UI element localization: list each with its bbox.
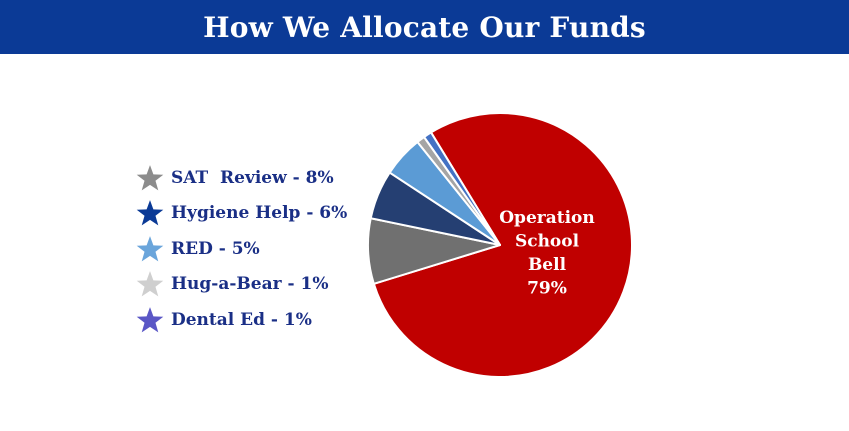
- legend: SAT Review - 8% Hygiene Help - 6% RED - …: [136, 160, 347, 338]
- legend-label: Hug-a-Bear - 1%: [171, 274, 329, 295]
- star-icon: [136, 164, 164, 191]
- legend-item: Dental Ed - 1%: [136, 302, 347, 338]
- slice-label-operation-school-bell: Operation School Bell 79%: [499, 208, 595, 299]
- legend-label: SAT Review - 8%: [171, 167, 334, 188]
- legend-label: Dental Ed - 1%: [171, 309, 312, 330]
- title-bar: How We Allocate Our Funds: [0, 0, 849, 54]
- pie-slice-operation-school-bell: [372, 112, 633, 378]
- star-shape: [136, 164, 164, 191]
- legend-label: RED - 5%: [171, 238, 260, 259]
- star-shape: [136, 306, 164, 333]
- star-shape: [136, 271, 164, 297]
- legend-item: SAT Review - 8%: [136, 160, 347, 196]
- legend-item: RED - 5%: [136, 231, 347, 267]
- slice-label-line: 79%: [527, 279, 567, 299]
- legend-item: Hug-a-Bear - 1%: [136, 267, 347, 303]
- star-shape: [136, 235, 164, 262]
- star-icon: [136, 271, 164, 297]
- star-shape: [136, 200, 164, 226]
- slice-label-line: Bell: [528, 255, 567, 275]
- star-icon: [136, 306, 164, 333]
- pie-slice-dental-ed: [423, 131, 501, 246]
- pie-chart: Operation School Bell 79%: [367, 112, 633, 378]
- star-icon: [136, 235, 164, 262]
- legend-label: Hygiene Help - 6%: [171, 203, 348, 224]
- page-title: How We Allocate Our Funds: [203, 10, 646, 44]
- slice-label-line: School: [515, 232, 580, 252]
- legend-item: Hygiene Help - 6%: [136, 196, 347, 232]
- slice-label-line: Operation: [499, 208, 595, 228]
- star-icon: [136, 200, 164, 226]
